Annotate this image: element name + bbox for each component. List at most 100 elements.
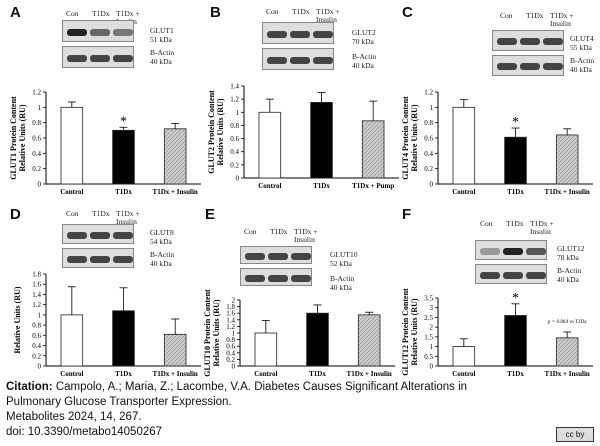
- blot-lane-header: T1Dx + Insulin: [316, 7, 340, 24]
- blot-marker-line: B-Actin: [570, 56, 595, 65]
- western-blot-strip: [62, 224, 134, 244]
- blot-marker-line: GLUT4: [570, 34, 594, 43]
- y-tick-label: 0.6: [32, 135, 41, 143]
- bar-chart: GLUT1 Protein ContentRelative Units (RU)…: [9, 89, 201, 196]
- protein-band: [267, 56, 287, 64]
- bar: [112, 129, 135, 185]
- blot-lane-header: T1Dx: [506, 219, 524, 228]
- y-tick-label: 1.4: [226, 316, 235, 324]
- western-blot-strip: [62, 20, 134, 42]
- x-category-label: T1Dx + Pump: [352, 182, 394, 190]
- blot-lane-header: T1Dx + Insulin: [550, 11, 574, 28]
- panel-label-b: B: [210, 4, 221, 21]
- protein-band: [67, 28, 87, 36]
- blot-marker-line: B-Actin: [330, 274, 355, 283]
- y-tick-label: 0.2: [32, 352, 41, 360]
- blot-lane-header: T1Dx: [292, 7, 310, 16]
- y-tick-label: 2: [232, 297, 236, 305]
- protein-band: [520, 38, 540, 45]
- citation-doi: doi: 10.3390/metabo14050267: [6, 426, 163, 438]
- protein-band: [268, 274, 288, 282]
- blot-marker-line: B-Actin: [150, 250, 175, 259]
- protein-band: [291, 252, 311, 260]
- blot-marker-line: GLUT1: [150, 26, 174, 35]
- protein-band: [543, 38, 563, 45]
- blot-lane-header: T1Dx + Insulin: [294, 227, 318, 244]
- blot-marker-label: GLUT8 54 kDa: [150, 228, 174, 246]
- protein-band: [245, 274, 265, 282]
- protein-band: [67, 231, 87, 239]
- bar: [452, 346, 476, 367]
- bar: [60, 314, 84, 367]
- protein-band: [526, 271, 546, 279]
- blot-marker-line: 40 kDa: [330, 283, 352, 292]
- y-tick-label: 2.5: [424, 314, 433, 322]
- y-tick-label: 0.8: [32, 322, 41, 330]
- y-axis-label: Relative Units (RU): [13, 286, 22, 353]
- protein-band: [520, 63, 540, 70]
- protein-band: [267, 30, 287, 38]
- blot-marker-line: 40 kDa: [150, 259, 172, 268]
- bar: [555, 337, 579, 367]
- panel-label-c: C: [402, 4, 413, 21]
- cc-license-badge[interactable]: cc by: [556, 427, 594, 442]
- blot-marker-line: GLUT12: [557, 244, 585, 253]
- y-axis-label-line: Relative Units (RU): [410, 104, 419, 171]
- y-tick-label: 1.5: [424, 333, 433, 341]
- citation: Citation: Campolo, A.; Maria, Z.; Lacomb…: [6, 380, 591, 440]
- western-blot-strip: [262, 48, 334, 70]
- blot-marker-label: B-Actin 40 kDa: [352, 52, 376, 70]
- protein-band: [291, 274, 311, 282]
- blot-marker-label: GLUT10 52 kDa: [330, 250, 358, 268]
- blot-lane-header: T1Dx: [92, 9, 110, 18]
- y-tick-label: 1.8: [32, 271, 41, 279]
- y-tick-label: 1.2: [32, 301, 41, 309]
- y-axis-label-line: Relative Units (RU): [18, 104, 27, 171]
- y-tick-label: 0.2: [226, 356, 235, 364]
- x-category-label: Control: [452, 370, 475, 378]
- blot-marker-line: 70 kDa: [352, 37, 374, 46]
- y-tick-label: 1.2: [230, 96, 239, 104]
- y-tick-label: 0.8: [226, 336, 235, 344]
- western-blot-strip: [492, 55, 564, 76]
- y-tick-label: 0: [430, 363, 434, 371]
- bar-chart: Relative Units (RU) 0 0.2 0.4 0.6 0.8 1 1.2 1.4 1…: [13, 271, 201, 378]
- y-axis-label-line: Relative Units (RU): [212, 299, 221, 366]
- y-tick-label: 0: [232, 363, 236, 371]
- bar-chart: GLUT10 Protein ContentRelative Units (RU…: [203, 289, 395, 378]
- protein-band: [480, 271, 500, 279]
- protein-band: [503, 247, 523, 255]
- western-blot-strip: [240, 268, 312, 286]
- protein-band: [503, 271, 523, 279]
- significance-asterisk: *: [512, 291, 519, 306]
- blot-lane-header: T1Dx + Insulin: [530, 219, 554, 236]
- bar: [452, 106, 476, 185]
- western-blot-strip: [62, 46, 134, 68]
- x-category-label: T1Dx + Insulin: [153, 370, 198, 378]
- y-tick-label: 1.6: [32, 281, 41, 289]
- x-category-label: Control: [258, 182, 281, 190]
- blot-marker-line: 55 kDa: [570, 43, 592, 52]
- x-category-label: T1Dx: [507, 188, 524, 196]
- bar: [361, 120, 385, 179]
- y-tick-label: 1.2: [226, 323, 235, 331]
- bar: [254, 332, 278, 367]
- y-tick-label: 1: [430, 104, 434, 112]
- p-value-annotation: p = 0.064 vs T1Dx: [547, 318, 587, 325]
- y-axis-label: GLUT10 Protein ContentRelative Units (RU…: [203, 289, 221, 377]
- blot-marker-line: 40 kDa: [150, 57, 172, 66]
- y-axis-label-line: GLUT1 Protein Content: [9, 96, 18, 180]
- western-blot-strip: [62, 248, 134, 268]
- blot-marker-line: GLUT8: [150, 228, 174, 237]
- blot-lane-header: Con: [66, 209, 79, 218]
- x-category-label: T1Dx + Insulin: [545, 188, 590, 196]
- blot-marker-label: GLUT4 55 kDa: [570, 34, 594, 52]
- blot-marker-label: B-Actin 40 kDa: [150, 250, 174, 268]
- protein-band: [67, 255, 87, 263]
- blot-marker-line: B-Actin: [352, 52, 377, 61]
- protein-band: [313, 30, 333, 38]
- significance-asterisk: *: [512, 115, 519, 130]
- blot-lane-header: T1Dx: [92, 209, 110, 218]
- blot-marker-label: B-Actin 40 kDa: [557, 266, 581, 284]
- western-blot-strip: [492, 30, 564, 51]
